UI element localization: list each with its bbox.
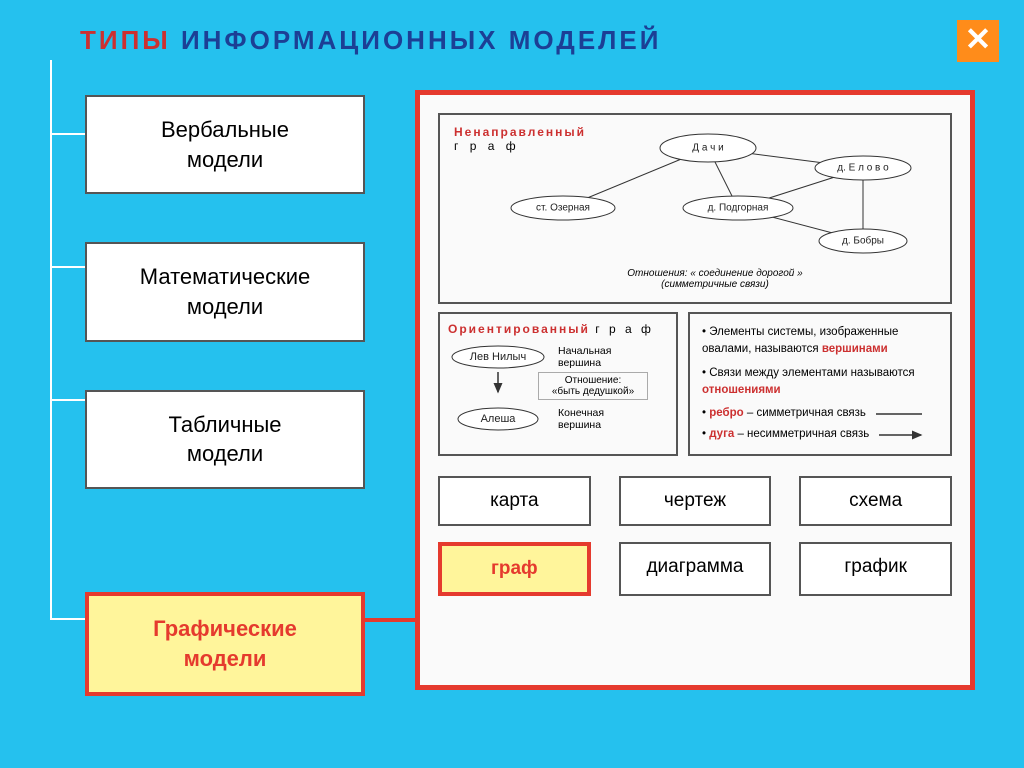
- end-vertex-label: Конечная вершина: [558, 407, 604, 431]
- subtype-label: граф: [491, 558, 538, 579]
- svg-text:д. Е л о в о: д. Е л о в о: [837, 163, 889, 174]
- undirected-title: Ненаправленный г р а ф: [454, 125, 574, 153]
- nav-table[interactable]: Табличные модели: [85, 390, 365, 489]
- nav-label: Графические модели: [153, 616, 297, 671]
- svg-text:д. Подгорная: д. Подгорная: [708, 203, 769, 214]
- subtype-label: график: [844, 556, 907, 577]
- nav-label: Вербальные модели: [161, 117, 289, 172]
- sidebar-nav: Вербальные модели Математические модели …: [85, 95, 365, 744]
- legend-line: • Элементы системы, изображенные овалами…: [702, 324, 938, 359]
- legend-line: • ребро – симметричная связь: [702, 405, 938, 422]
- tree-branch: [50, 618, 85, 620]
- detail-panel: Ненаправленный г р а ф Д а ч и д. Е л о в…: [415, 90, 975, 690]
- legend-line: • Связи между элементами называются отно…: [702, 365, 938, 400]
- close-icon: ✕: [965, 21, 992, 57]
- title-word-2: ИНФОРМАЦИОННЫХ: [181, 25, 499, 55]
- relation-box: Отношение: «быть дедушкой»: [538, 372, 648, 400]
- tree-branch: [50, 399, 85, 401]
- subtype-diagram[interactable]: диаграмма: [619, 542, 772, 596]
- title-word-3: МОДЕЛЕЙ: [509, 25, 662, 55]
- subtype-label: карта: [490, 490, 539, 511]
- tree-trunk: [50, 60, 52, 620]
- directed-graph-diagram: Ориентированный г р а ф Лев Нилыч Началь…: [438, 312, 678, 456]
- tree-branch: [50, 266, 85, 268]
- start-node: Лев Нилыч: [448, 344, 548, 370]
- tree-branch: [50, 133, 85, 135]
- svg-text:д. Бобры: д. Бобры: [842, 235, 884, 247]
- subtype-graph[interactable]: граф: [438, 542, 591, 596]
- end-node: Алеша: [448, 406, 548, 432]
- nav-verbal[interactable]: Вербальные модели: [85, 95, 365, 194]
- active-connector: [365, 618, 417, 622]
- subtype-label: диаграмма: [646, 556, 743, 577]
- nav-label: Табличные модели: [168, 412, 281, 467]
- nav-label: Математические модели: [140, 264, 310, 319]
- nav-math[interactable]: Математические модели: [85, 242, 365, 341]
- page-title: ТИПЫ ИНФОРМАЦИОННЫХ МОДЕЛЕЙ: [80, 25, 661, 56]
- close-button[interactable]: ✕: [957, 20, 999, 62]
- subtype-label: схема: [849, 490, 902, 511]
- svg-text:Алеша: Алеша: [481, 413, 517, 425]
- arc-icon: [877, 429, 927, 441]
- legend-line: • дуга – несимметричная связь: [702, 426, 938, 443]
- svg-text:Лев Нилыч: Лев Нилыч: [470, 351, 526, 363]
- svg-text:Д а ч и: Д а ч и: [692, 143, 723, 154]
- start-vertex-label: Начальная вершина: [558, 345, 611, 369]
- subtype-label: чертеж: [664, 490, 726, 511]
- title-word-1: ТИПЫ: [80, 25, 171, 55]
- subtype-scheme[interactable]: схема: [799, 476, 952, 526]
- svg-text:ст. Озерная: ст. Озерная: [536, 203, 590, 214]
- undirected-graph-diagram: Ненаправленный г р а ф Д а ч и д. Е л о в…: [438, 113, 952, 304]
- subtype-drawing[interactable]: чертеж: [619, 476, 772, 526]
- lower-row: Ориентированный г р а ф Лев Нилыч Началь…: [438, 312, 952, 456]
- undirected-caption: Отношения: « соединение дорогой » (симме…: [508, 268, 922, 290]
- subtype-map[interactable]: карта: [438, 476, 591, 526]
- legend-box: • Элементы системы, изображенные овалами…: [688, 312, 952, 456]
- edge-icon: [874, 409, 924, 419]
- subtype-plot[interactable]: график: [799, 542, 952, 596]
- subtype-grid: карта чертеж схема граф диаграмма график: [438, 476, 952, 596]
- directed-title: Ориентированный г р а ф: [448, 322, 668, 336]
- nav-graphic[interactable]: Графические модели: [85, 592, 365, 695]
